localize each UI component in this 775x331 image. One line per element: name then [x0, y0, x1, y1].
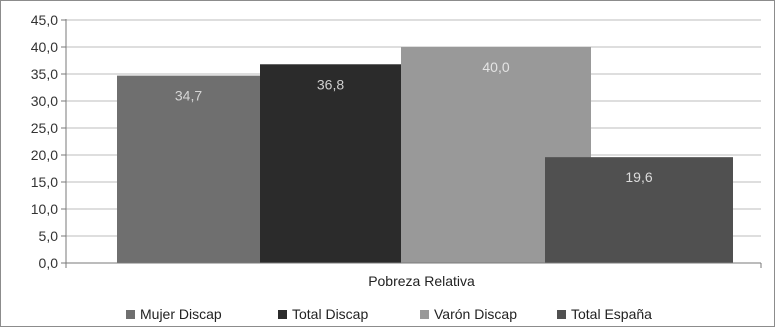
- bars: [117, 47, 733, 264]
- legend-item: Mujer Discap: [126, 306, 222, 322]
- legend-item: Total Discap: [278, 306, 368, 322]
- data-labels: 34,7 36,8 40,0 19,6: [175, 59, 653, 185]
- legend-label: Total España: [571, 306, 652, 322]
- legend-swatch: [557, 310, 566, 319]
- legend-swatch: [420, 310, 429, 319]
- legend-swatch: [126, 310, 135, 319]
- legend: Mujer Discap Total Discap Varón Discap Tota…: [126, 306, 652, 322]
- y-tick-label: 35,0: [31, 66, 58, 82]
- y-axis-ticks: 0,0 5,0 10,0 15,0 20,0 25,0 30,0 35,0 40,0 45,0: [31, 12, 66, 271]
- y-tick-label: 10,0: [31, 201, 58, 217]
- bar-mujer-discap: [117, 75, 260, 264]
- legend-item: Varón Discap: [420, 306, 517, 322]
- data-label: 40,0: [482, 59, 509, 75]
- legend-swatch: [278, 310, 287, 319]
- y-tick-label: 45,0: [31, 12, 58, 28]
- data-label: 34,7: [175, 88, 202, 104]
- legend-item: Total España: [557, 306, 652, 322]
- bar-total-españa: [545, 157, 733, 263]
- bar-chart: 0,0 5,0 10,0 15,0 20,0 25,0 30,0 35,0 40,0 45,0 3…: [31, 12, 762, 322]
- y-tick-label: 30,0: [31, 93, 58, 109]
- y-tick-label: 15,0: [31, 174, 58, 190]
- axes: [65, 19, 762, 268]
- x-axis-categories: Pobreza Relativa: [368, 273, 475, 289]
- y-tick-label: 0,0: [39, 255, 59, 271]
- y-tick-label: 20,0: [31, 147, 58, 163]
- y-tick-label: 25,0: [31, 120, 58, 136]
- data-label: 36,8: [317, 76, 344, 92]
- bar-total-discap: [260, 64, 401, 263]
- legend-label: Varón Discap: [434, 306, 517, 322]
- legend-label: Mujer Discap: [140, 306, 222, 322]
- x-category-label: Pobreza Relativa: [368, 273, 475, 289]
- legend-label: Total Discap: [292, 306, 368, 322]
- y-tick-label: 5,0: [39, 228, 59, 244]
- y-tick-label: 40,0: [31, 39, 58, 55]
- data-label: 19,6: [625, 169, 652, 185]
